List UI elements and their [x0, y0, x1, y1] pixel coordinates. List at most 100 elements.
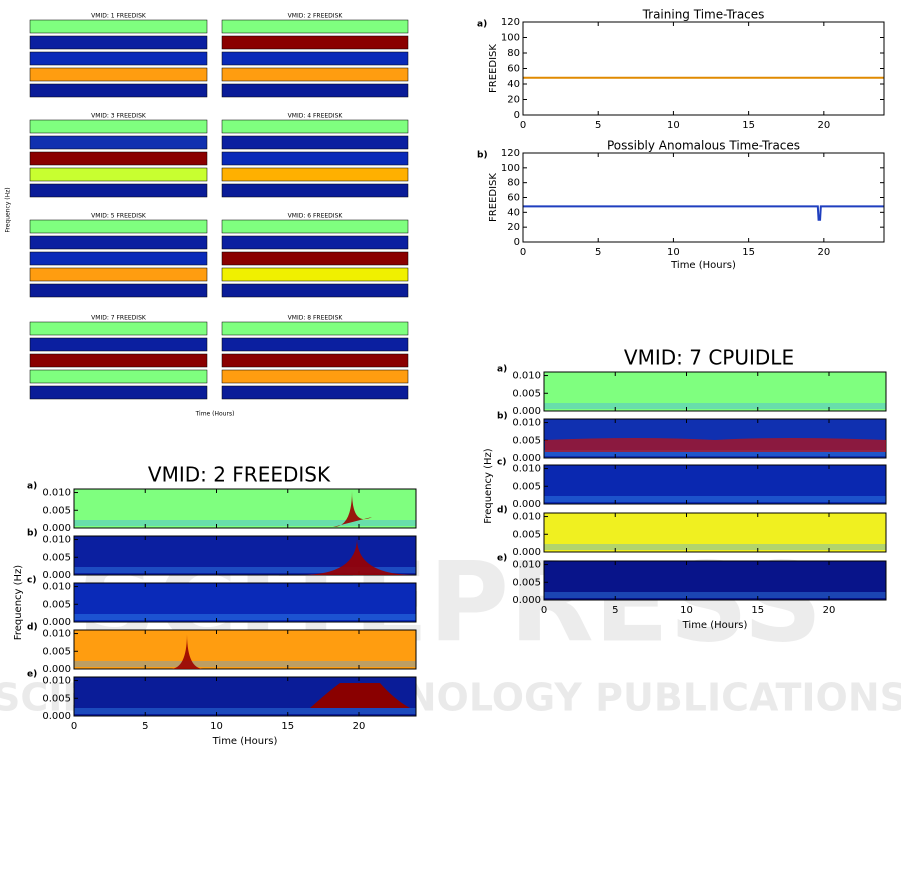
- x-tick-label: 5: [142, 721, 148, 732]
- x-tick-label: 20: [823, 605, 836, 616]
- panel-label: b): [477, 151, 488, 161]
- y-tick-label: 0.005: [512, 388, 541, 399]
- chart-title: Training Time-Traces: [642, 8, 765, 22]
- panel-frame: [73, 582, 417, 623]
- y-tick-label: 0.010: [512, 418, 541, 429]
- thumbnail-strip: [29, 135, 208, 150]
- panel-frame: [543, 512, 887, 553]
- thumbnail-strip: [29, 235, 208, 250]
- panel-frame: [543, 464, 887, 505]
- thumbnail-y-label: Frequency (Hz): [5, 187, 12, 232]
- y-tick-label: 0.010: [42, 676, 71, 687]
- chart-title: VMID: 7 CPUIDLE: [624, 346, 794, 370]
- spectrogram-panel: [544, 372, 886, 411]
- y-tick-label: 0.000: [512, 453, 541, 464]
- thumbnail-strip: [29, 251, 208, 266]
- x-tick-label: 0: [520, 247, 526, 258]
- y-tick-label: 0: [514, 110, 520, 121]
- y-tick-label: 0.000: [42, 664, 71, 675]
- y-tick-label: 100: [501, 33, 520, 44]
- x-tick-label: 15: [742, 120, 755, 131]
- y-axis-label: Frequency (Hz): [483, 448, 494, 524]
- x-axis-label: Time (Hours): [670, 260, 736, 271]
- thumbnail-strip: [29, 385, 208, 400]
- spectrogram-low-band: [544, 496, 886, 502]
- x-tick-label: 5: [595, 247, 601, 258]
- thumbnail-strip: [221, 67, 409, 82]
- y-tick-label: 0.010: [512, 512, 541, 523]
- panel-label: c): [497, 458, 506, 468]
- y-tick-label: 80: [507, 48, 520, 59]
- thumbnail-strip: [221, 35, 409, 50]
- thumbnail-strip: [29, 83, 208, 98]
- y-tick-label: 0.005: [42, 646, 71, 657]
- thumbnail-strip: [221, 83, 409, 98]
- y-tick-label: 0.000: [512, 499, 541, 510]
- thumbnail-strip: [221, 167, 409, 182]
- x-tick-label: 5: [595, 120, 601, 131]
- x-tick-label: 20: [817, 120, 830, 131]
- panel-frame: [73, 488, 417, 529]
- thumbnail-strip: [29, 183, 208, 198]
- x-tick-label: 10: [680, 605, 693, 616]
- y-tick-label: 0.000: [42, 523, 71, 534]
- plot-frame: [522, 152, 885, 243]
- spectrogram-panel: [544, 561, 886, 600]
- spectrogram-low-band: [544, 592, 886, 598]
- thumbnail-strip: [29, 369, 208, 384]
- thumbnail-title: VMID: 4 FREEDISK: [288, 113, 344, 120]
- thumbnail-title: VMID: 8 FREEDISK: [288, 315, 344, 322]
- panel-label: e): [497, 554, 507, 564]
- y-tick-label: 0.000: [42, 711, 71, 722]
- panel-label: b): [27, 529, 38, 539]
- thumbnail-title: VMID: 7 FREEDISK: [91, 315, 147, 322]
- panel-frame: [73, 629, 417, 670]
- thumbnail-strip: [29, 51, 208, 66]
- y-tick-label: 0.010: [42, 535, 71, 546]
- thumbnail-strip: [29, 219, 208, 234]
- y-tick-label: 60: [507, 193, 520, 204]
- y-tick-label: 40: [507, 207, 520, 218]
- thumbnail-strip: [221, 283, 409, 298]
- x-tick-label: 10: [667, 247, 680, 258]
- thumbnail-strip: [221, 151, 409, 166]
- spectrogram-low-band: [74, 708, 416, 714]
- panel-label: d): [497, 506, 508, 516]
- y-axis-label: FREEDISK: [488, 173, 499, 222]
- panel-frame: [543, 560, 887, 601]
- thumbnail-strip: [221, 183, 409, 198]
- panel-frame: [73, 676, 417, 717]
- y-tick-label: 0.005: [42, 599, 71, 610]
- spectrogram-panel: [544, 513, 886, 552]
- panel-label: e): [27, 670, 37, 680]
- y-tick-label: 0.005: [512, 529, 541, 540]
- y-tick-label: 0.005: [42, 693, 71, 704]
- chart-title: Possibly Anomalous Time-Traces: [607, 139, 800, 153]
- plot-frame: [522, 21, 885, 116]
- x-axis-label: Time (Hours): [212, 736, 278, 747]
- y-tick-label: 20: [507, 222, 520, 233]
- x-tick-label: 10: [667, 120, 680, 131]
- y-axis-label: Frequency (Hz): [13, 565, 24, 641]
- y-tick-label: 0.010: [42, 629, 71, 640]
- thumbnail-strip: [221, 135, 409, 150]
- y-tick-label: 0.005: [42, 505, 71, 516]
- thumbnail-strip: [221, 353, 409, 368]
- y-tick-label: 0.010: [512, 560, 541, 571]
- thumbnail-strip: [221, 337, 409, 352]
- x-tick-label: 15: [751, 605, 764, 616]
- y-tick-label: 0.000: [42, 570, 71, 581]
- x-tick-label: 10: [210, 721, 223, 732]
- panel-frame: [73, 535, 417, 576]
- panel-frame: [543, 371, 887, 412]
- y-tick-label: 20: [507, 95, 520, 106]
- y-tick-label: 0: [514, 237, 520, 248]
- thumbnail-title: VMID: 1 FREEDISK: [91, 13, 147, 20]
- y-tick-label: 0.000: [512, 595, 541, 606]
- y-tick-label: 0.000: [512, 406, 541, 417]
- x-tick-label: 0: [71, 721, 77, 732]
- thumbnail-strip: [29, 321, 208, 336]
- y-tick-label: 0.005: [42, 552, 71, 563]
- y-tick-label: 0.000: [512, 547, 541, 558]
